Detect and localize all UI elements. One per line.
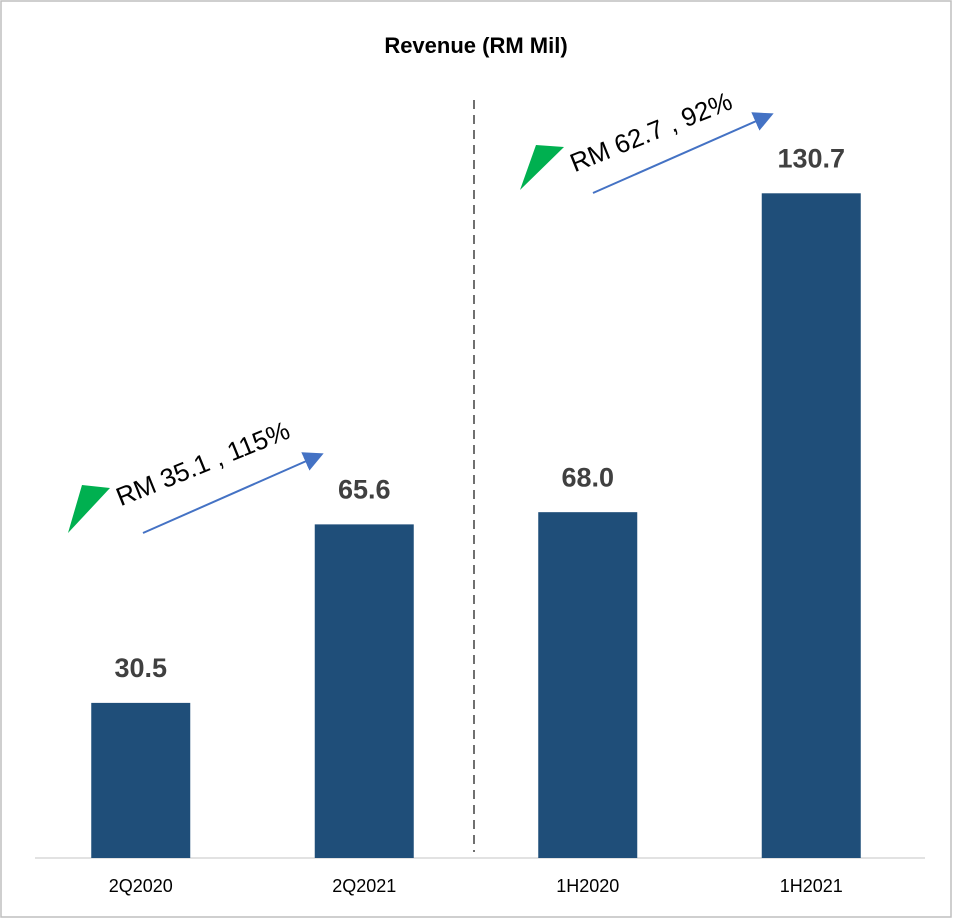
bar xyxy=(538,512,638,858)
x-tick-label: 1H2020 xyxy=(556,876,619,896)
value-label: 68.0 xyxy=(561,462,614,492)
value-label: 65.6 xyxy=(338,475,391,505)
x-tick-label: 1H2021 xyxy=(780,876,843,896)
bar xyxy=(761,193,861,859)
arrow xyxy=(592,112,774,194)
up-triangle xyxy=(520,145,564,190)
bar xyxy=(91,702,191,858)
bar xyxy=(314,524,414,858)
arrow xyxy=(142,452,324,534)
value-label: 130.7 xyxy=(777,143,845,173)
value-label: 30.5 xyxy=(114,653,167,683)
x-tick-label: 2Q2021 xyxy=(332,876,396,896)
chart-title: Revenue (RM Mil) xyxy=(384,33,567,58)
up-triangle xyxy=(68,485,110,533)
x-tick-label: 2Q2020 xyxy=(109,876,173,896)
